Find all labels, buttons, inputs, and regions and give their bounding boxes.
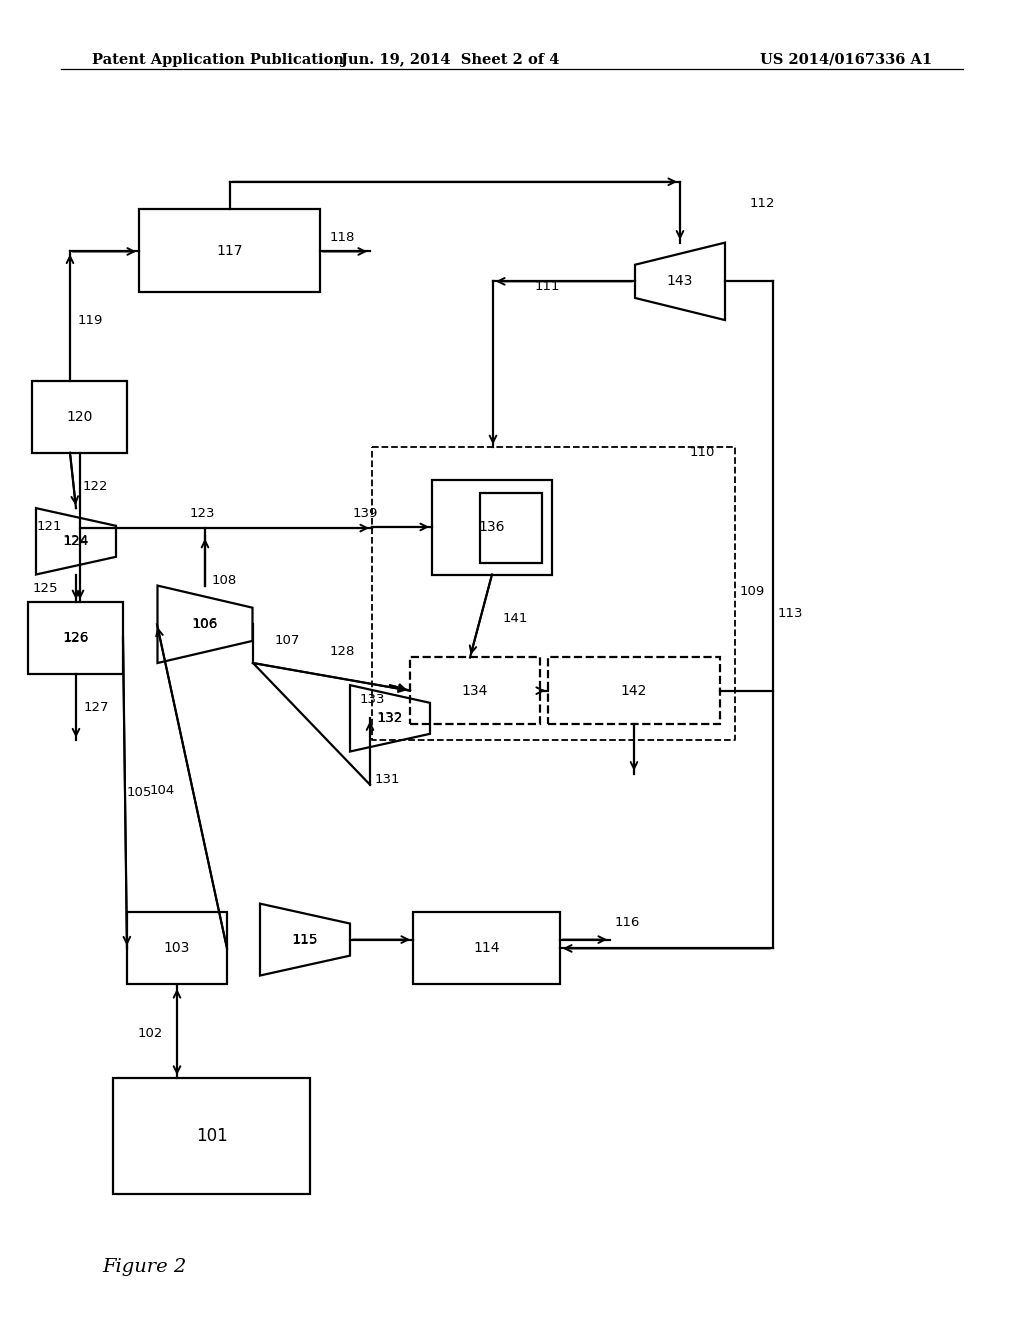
Bar	[127, 912, 227, 983]
Text: 111: 111	[535, 280, 560, 293]
Text: 131: 131	[375, 772, 400, 785]
Text: 123: 123	[190, 507, 215, 520]
Text: Jun. 19, 2014  Sheet 2 of 4: Jun. 19, 2014 Sheet 2 of 4	[341, 53, 560, 67]
Text: 134: 134	[462, 684, 488, 698]
Text: US 2014/0167336 A1: US 2014/0167336 A1	[760, 53, 932, 67]
Text: 142: 142	[621, 684, 647, 698]
Text: 126: 126	[63, 631, 89, 644]
Text: 107: 107	[275, 635, 300, 647]
Text: 116: 116	[615, 916, 640, 929]
Text: 139: 139	[352, 507, 378, 520]
Text: 108: 108	[212, 574, 238, 586]
Text: 127: 127	[84, 701, 110, 714]
Text: 125: 125	[33, 582, 58, 595]
Text: Patent Application Publication: Patent Application Publication	[92, 53, 344, 67]
Text: 128: 128	[330, 645, 355, 659]
Bar	[32, 381, 127, 453]
Text: 106: 106	[193, 618, 218, 631]
Text: 115: 115	[292, 933, 318, 946]
Text: 132: 132	[377, 711, 403, 725]
Bar	[480, 492, 542, 564]
Text: 102: 102	[137, 1027, 163, 1040]
Text: 126: 126	[62, 631, 89, 645]
Text: 141: 141	[503, 612, 528, 626]
Text: 101: 101	[196, 1127, 227, 1144]
Text: 121: 121	[37, 520, 62, 533]
Text: 124: 124	[62, 535, 89, 548]
Text: Figure 2: Figure 2	[102, 1258, 186, 1276]
Text: 122: 122	[83, 479, 109, 492]
Text: 115: 115	[292, 933, 317, 946]
Bar	[410, 657, 540, 723]
Text: 109: 109	[740, 585, 765, 598]
Text: 110: 110	[690, 446, 716, 459]
Text: 113: 113	[778, 607, 804, 619]
Text: 120: 120	[67, 411, 93, 424]
Bar	[432, 480, 552, 574]
Text: 133: 133	[359, 693, 385, 706]
Text: 105: 105	[127, 785, 153, 799]
Text: 114: 114	[473, 941, 500, 954]
Text: 132: 132	[377, 711, 402, 725]
Bar	[548, 657, 720, 723]
Text: 106: 106	[191, 618, 218, 631]
Bar	[28, 602, 123, 675]
Text: 117: 117	[216, 244, 243, 257]
Text: 124: 124	[63, 535, 89, 548]
Text: 112: 112	[750, 198, 775, 210]
Bar	[113, 1078, 310, 1195]
Text: 104: 104	[150, 784, 175, 797]
Text: 118: 118	[330, 231, 355, 244]
Text: 103: 103	[164, 941, 190, 954]
Bar	[139, 210, 319, 293]
Text: 136: 136	[479, 520, 505, 535]
Text: 143: 143	[667, 275, 693, 288]
Bar	[413, 912, 560, 983]
Text: 119: 119	[78, 314, 103, 326]
